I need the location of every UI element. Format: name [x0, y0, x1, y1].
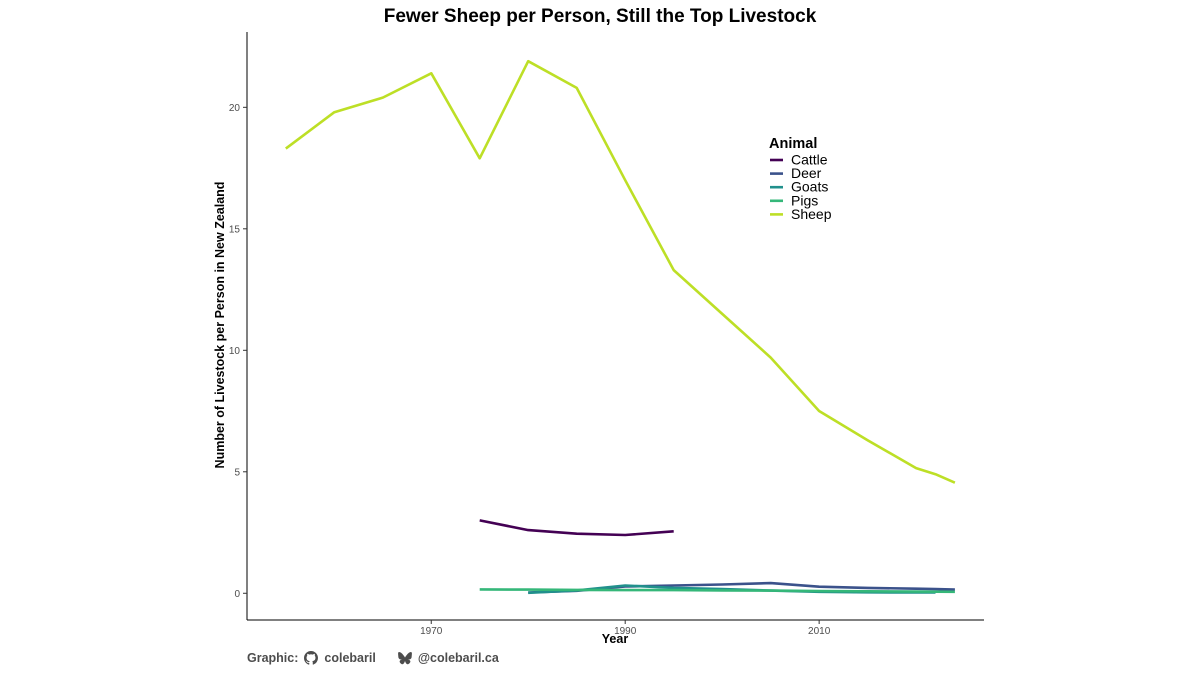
series-line-sheep [285, 59, 956, 484]
legend-label-cattle: Cattle [791, 152, 828, 168]
legend-label-sheep: Sheep [791, 206, 832, 222]
x-tick-label: 2010 [808, 626, 831, 637]
caption-label: Graphic: [247, 651, 299, 665]
x-tick-label: 1990 [614, 626, 637, 637]
bluesky-butterfly-icon [397, 651, 412, 665]
y-tick-label: 15 [229, 224, 241, 235]
chart-title: Fewer Sheep per Person, Still the Top Li… [384, 6, 817, 27]
y-axis-title: Number of Livestock per Person in New Ze… [213, 182, 227, 469]
axes: 0 5 10 15 20 1970 1990 2010 [229, 32, 984, 637]
github-icon [304, 651, 319, 665]
caption: Graphic: colebaril @colebaril.ca [247, 651, 499, 665]
x-axis-title: Year [602, 632, 629, 646]
x-tick-label: 1970 [420, 626, 443, 637]
legend-label-goats: Goats [791, 179, 828, 195]
series-lines [285, 59, 956, 595]
y-tick-label: 0 [234, 589, 240, 600]
github-handle: colebaril [324, 651, 376, 665]
series-line-pigs [479, 588, 955, 594]
y-tick-label: 20 [229, 103, 241, 114]
series-line-cattle [479, 519, 674, 537]
y-tick-label: 5 [234, 467, 240, 478]
y-tick-label: 10 [229, 346, 241, 357]
legend-label-deer: Deer [791, 165, 822, 181]
legend-label-pigs: Pigs [791, 192, 818, 208]
bluesky-handle: @colebaril.ca [417, 651, 499, 665]
legend-title: Animal [769, 136, 817, 152]
